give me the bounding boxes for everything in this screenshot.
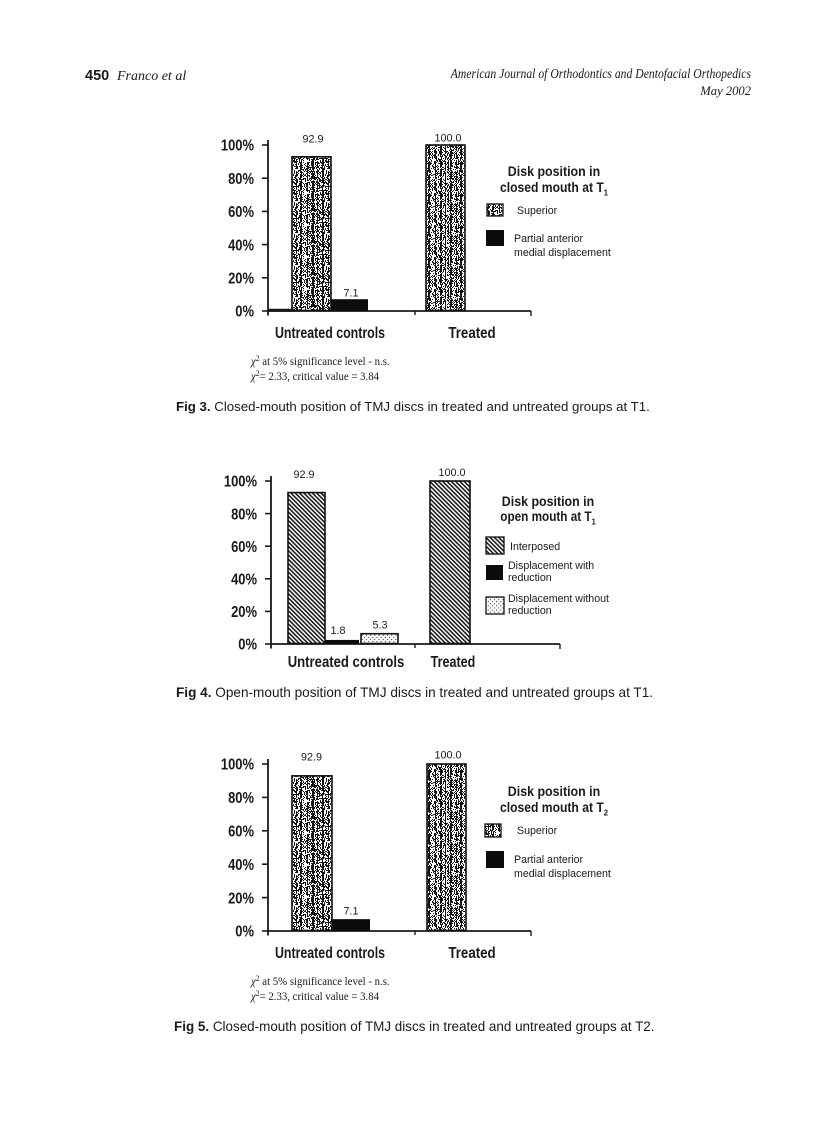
svg-text:closed mouth at T1: closed mouth at T1 bbox=[500, 179, 609, 197]
svg-text:100%: 100% bbox=[224, 474, 257, 492]
svg-text:Untreated controls: Untreated controls bbox=[275, 325, 385, 343]
svg-text:40%: 40% bbox=[228, 857, 254, 875]
svg-text:Partial anterior: Partial anterior bbox=[514, 233, 583, 245]
svg-text:7.1: 7.1 bbox=[343, 288, 358, 300]
svg-text:Treated: Treated bbox=[448, 325, 495, 342]
svg-text:May 2002: May 2002 bbox=[699, 84, 751, 98]
svg-text:Treated: Treated bbox=[431, 654, 476, 672]
svg-text:7.1: 7.1 bbox=[343, 906, 358, 918]
svg-text:Displacement with: Displacement with bbox=[508, 560, 594, 572]
svg-text:American Journal of Orthodonti: American Journal of Orthodontics and Den… bbox=[450, 66, 751, 81]
svg-text:Fig 5. Closed-mouth position o: Fig 5. Closed-mouth position of TMJ disc… bbox=[174, 1019, 655, 1034]
svg-text:medial displacement: medial displacement bbox=[514, 247, 611, 259]
svg-text:Untreated controls: Untreated controls bbox=[288, 654, 405, 671]
svg-text:0%: 0% bbox=[235, 924, 254, 942]
svg-text:80%: 80% bbox=[228, 171, 254, 189]
svg-text:Partial anterior: Partial anterior bbox=[514, 854, 583, 866]
svg-text:χ2 at 5% significance level -: χ2 at 5% significance level - n.s. bbox=[250, 974, 390, 989]
svg-text:20%: 20% bbox=[228, 890, 254, 908]
svg-text:40%: 40% bbox=[231, 571, 257, 589]
svg-text:450: 450 bbox=[85, 68, 109, 84]
svg-text:92.9: 92.9 bbox=[302, 134, 323, 146]
svg-text:Disk position in: Disk position in bbox=[508, 784, 601, 800]
svg-text:80%: 80% bbox=[228, 790, 254, 808]
svg-text:Disk position in: Disk position in bbox=[508, 164, 601, 180]
svg-text:Superior: Superior bbox=[517, 825, 558, 837]
svg-text:Disk position in: Disk position in bbox=[502, 494, 595, 510]
svg-text:80%: 80% bbox=[231, 506, 257, 524]
svg-text:60%: 60% bbox=[228, 204, 254, 222]
svg-text:92.9: 92.9 bbox=[301, 752, 322, 764]
svg-text:closed mouth at T2: closed mouth at T2 bbox=[500, 799, 609, 817]
svg-text:1.8: 1.8 bbox=[330, 625, 345, 637]
svg-text:92.9: 92.9 bbox=[293, 469, 314, 481]
svg-text:χ2= 2.33, critical value = 3.8: χ2= 2.33, critical value = 3.84 bbox=[250, 369, 379, 384]
svg-text:Franco et al: Franco et al bbox=[116, 69, 186, 84]
svg-text:60%: 60% bbox=[231, 539, 257, 557]
svg-text:100.0: 100.0 bbox=[438, 467, 465, 479]
svg-text:100%: 100% bbox=[221, 138, 254, 156]
svg-text:5.3: 5.3 bbox=[372, 620, 387, 632]
svg-text:χ2= 2.33, critical value = 3.8: χ2= 2.33, critical value = 3.84 bbox=[250, 989, 379, 1004]
svg-text:Fig 4. Open-mouth position of: Fig 4. Open-mouth position of TMJ discs … bbox=[176, 685, 653, 700]
svg-text:20%: 20% bbox=[231, 604, 257, 622]
svg-text:60%: 60% bbox=[228, 823, 254, 841]
svg-text:0%: 0% bbox=[238, 637, 257, 655]
svg-text:100.0: 100.0 bbox=[434, 750, 461, 762]
svg-text:100.0: 100.0 bbox=[434, 133, 461, 145]
svg-text:open mouth at T1: open mouth at T1 bbox=[500, 509, 596, 526]
svg-text:Superior: Superior bbox=[517, 205, 558, 217]
svg-text:20%: 20% bbox=[228, 270, 254, 288]
svg-text:Untreated controls: Untreated controls bbox=[275, 945, 385, 963]
svg-text:reduction: reduction bbox=[508, 605, 552, 617]
svg-text:Interposed: Interposed bbox=[510, 541, 560, 553]
svg-text:40%: 40% bbox=[228, 237, 254, 255]
svg-text:100%: 100% bbox=[221, 757, 254, 775]
svg-text:χ2 at 5% significance level -: χ2 at 5% significance level - n.s. bbox=[250, 354, 390, 369]
svg-text:0%: 0% bbox=[235, 304, 254, 322]
svg-text:Displacement without: Displacement without bbox=[508, 593, 609, 605]
svg-text:Fig 3. Closed-mouth position o: Fig 3. Closed-mouth position of TMJ disc… bbox=[176, 399, 650, 414]
svg-text:medial displacement: medial displacement bbox=[514, 868, 611, 880]
svg-text:Treated: Treated bbox=[448, 945, 495, 962]
svg-text:reduction: reduction bbox=[508, 572, 552, 584]
